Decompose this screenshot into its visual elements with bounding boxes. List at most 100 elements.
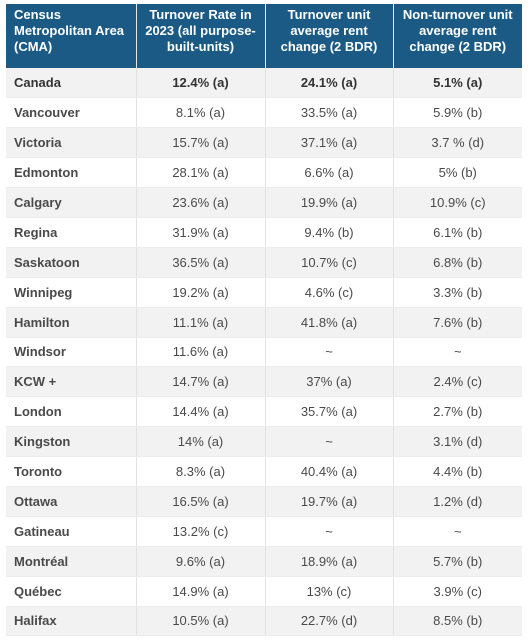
table-row: London 14.4% (a) 35.7% (a) 2.7% (b)	[6, 396, 522, 428]
cell-turnover-rate: 19.2% (a)	[136, 277, 266, 308]
table-row: Winnipeg 19.2% (a) 4.6% (c) 3.3% (b)	[6, 277, 522, 308]
cell-turnover-rent-change: 40.4% (a)	[265, 456, 394, 487]
cell-turnover-rent-change: 9.4% (b)	[265, 217, 394, 248]
cell-turnover-rent-change: 33.5% (a)	[265, 97, 394, 129]
column-header-turnover-rent-change: Turnover unit average rent change (2 BDR…	[265, 4, 394, 68]
cell-turnover-rent-change: 22.7% (d)	[265, 606, 394, 637]
table-body: Canada 12.4% (a) 24.1% (a) 5.1% (a) Vancouve…	[6, 68, 522, 637]
cell-non-turnover-rent-change: 6.8% (b)	[393, 247, 522, 278]
table-row: Edmonton 28.1% (a) 6.6% (a) 5% (b)	[6, 157, 522, 189]
cell-turnover-rate: 8.1% (a)	[136, 97, 266, 129]
cell-turnover-rent-change: 37.1% (a)	[265, 127, 394, 159]
header-row: Census Metropolitan Area (CMA) Turnover …	[6, 4, 522, 68]
column-header-turnover-rate: Turnover Rate in 2023 (all purpose-built…	[136, 4, 266, 68]
cell-non-turnover-rent-change: 5.7% (b)	[393, 546, 522, 577]
cell-non-turnover-rent-change: 5% (b)	[393, 157, 522, 189]
table-row: Canada 12.4% (a) 24.1% (a) 5.1% (a)	[6, 68, 522, 99]
cell-turnover-rate: 8.3% (a)	[136, 456, 266, 487]
cell-turnover-rent-change: 4.6% (c)	[265, 277, 394, 308]
table-row: Halifax 10.5% (a) 22.7% (d) 8.5% (b)	[6, 606, 522, 637]
cell-turnover-rent-change: ~	[265, 516, 394, 547]
cell-non-turnover-rent-change: ~	[393, 516, 522, 547]
cell-cma-name: Toronto	[6, 456, 137, 487]
cell-turnover-rate: 15.7% (a)	[136, 127, 266, 159]
cell-cma-name: Halifax	[6, 606, 137, 637]
column-header-cma: Census Metropolitan Area (CMA)	[6, 4, 137, 68]
table-row: Vancouver 8.1% (a) 33.5% (a) 5.9% (b)	[6, 97, 522, 129]
cell-cma-name: Canada	[6, 68, 137, 99]
cell-cma-name: Regina	[6, 217, 137, 248]
cell-non-turnover-rent-change: 6.1% (b)	[393, 217, 522, 248]
cell-turnover-rent-change: 18.9% (a)	[265, 546, 394, 577]
cell-non-turnover-rent-change: 8.5% (b)	[393, 606, 522, 637]
cell-non-turnover-rent-change: 2.4% (c)	[393, 366, 522, 398]
cell-cma-name: KCW +	[6, 366, 137, 398]
cell-cma-name: Hamilton	[6, 307, 137, 338]
cell-non-turnover-rent-change: 3.3% (b)	[393, 277, 522, 308]
cell-cma-name: Windsor	[6, 337, 137, 368]
cell-non-turnover-rent-change: 2.7% (b)	[393, 396, 522, 428]
cell-turnover-rate: 16.5% (a)	[136, 486, 266, 517]
cell-non-turnover-rent-change: 10.9% (c)	[393, 187, 522, 218]
cell-turnover-rate: 14.9% (a)	[136, 576, 266, 607]
cell-cma-name: Montréal	[6, 546, 137, 577]
table-row: Regina 31.9% (a) 9.4% (b) 6.1% (b)	[6, 217, 522, 248]
table-row: Hamilton 11.1% (a) 41.8% (a) 7.6% (b)	[6, 307, 522, 338]
cell-turnover-rent-change: 37% (a)	[265, 366, 394, 398]
cell-turnover-rate: 14.7% (a)	[136, 366, 266, 398]
cell-turnover-rent-change: 24.1% (a)	[265, 68, 394, 99]
cell-non-turnover-rent-change: 7.6% (b)	[393, 307, 522, 338]
rent-table-container: Census Metropolitan Area (CMA) Turnover …	[6, 4, 522, 637]
rent-change-table: Census Metropolitan Area (CMA) Turnover …	[6, 4, 522, 637]
cell-turnover-rate: 11.6% (a)	[136, 337, 266, 368]
cell-turnover-rate: 28.1% (a)	[136, 157, 266, 189]
cell-non-turnover-rent-change: 5.9% (b)	[393, 97, 522, 129]
cell-cma-name: Saskatoon	[6, 247, 137, 278]
cell-turnover-rate: 14.4% (a)	[136, 396, 266, 428]
cell-turnover-rent-change: 10.7% (c)	[265, 247, 394, 278]
cell-turnover-rate: 13.2% (c)	[136, 516, 266, 547]
cell-turnover-rent-change: ~	[265, 337, 394, 368]
cell-turnover-rent-change: 6.6% (a)	[265, 157, 394, 189]
cell-cma-name: Québec	[6, 576, 137, 607]
cell-non-turnover-rent-change: 3.7 % (d)	[393, 127, 522, 159]
table-row: Victoria 15.7% (a) 37.1% (a) 3.7 % (d)	[6, 127, 522, 159]
cell-non-turnover-rent-change: 4.4% (b)	[393, 456, 522, 487]
cell-turnover-rent-change: 19.7% (a)	[265, 486, 394, 517]
cell-cma-name: Calgary	[6, 187, 137, 218]
table-row: Toronto 8.3% (a) 40.4% (a) 4.4% (b)	[6, 456, 522, 487]
cell-cma-name: Kingston	[6, 426, 137, 458]
table-row: Québec 14.9% (a) 13% (c) 3.9% (c)	[6, 576, 522, 607]
cell-non-turnover-rent-change: 3.9% (c)	[393, 576, 522, 607]
table-row: Calgary 23.6% (a) 19.9% (a) 10.9% (c)	[6, 187, 522, 218]
cell-turnover-rate: 10.5% (a)	[136, 606, 266, 637]
cell-cma-name: Ottawa	[6, 486, 137, 517]
cell-turnover-rent-change: 13% (c)	[265, 576, 394, 607]
table-row: Montréal 9.6% (a) 18.9% (a) 5.7% (b)	[6, 546, 522, 577]
cell-turnover-rate: 23.6% (a)	[136, 187, 266, 218]
cell-non-turnover-rent-change: 5.1% (a)	[393, 68, 522, 99]
table-row: Windsor 11.6% (a) ~ ~	[6, 337, 522, 368]
table-row: Ottawa 16.5% (a) 19.7% (a) 1.2% (d)	[6, 486, 522, 517]
cell-turnover-rate: 9.6% (a)	[136, 546, 266, 577]
cell-cma-name: Edmonton	[6, 157, 137, 189]
cell-turnover-rate: 11.1% (a)	[136, 307, 266, 338]
cell-non-turnover-rent-change: 3.1% (d)	[393, 426, 522, 458]
cell-turnover-rate: 14% (a)	[136, 426, 266, 458]
table-row: Saskatoon 36.5% (a) 10.7% (c) 6.8% (b)	[6, 247, 522, 278]
table-header: Census Metropolitan Area (CMA) Turnover …	[6, 4, 522, 68]
cell-non-turnover-rent-change: 1.2% (d)	[393, 486, 522, 517]
cell-turnover-rent-change: 41.8% (a)	[265, 307, 394, 338]
cell-non-turnover-rent-change: ~	[393, 337, 522, 368]
cell-cma-name: Vancouver	[6, 97, 137, 129]
cell-cma-name: Victoria	[6, 127, 137, 159]
cell-turnover-rate: 12.4% (a)	[136, 68, 266, 99]
table-row: Kingston 14% (a) ~3.1% (d)	[6, 426, 522, 458]
cell-cma-name: London	[6, 396, 137, 428]
cell-turnover-rate: 31.9% (a)	[136, 217, 266, 248]
cell-cma-name: Gatineau	[6, 516, 137, 547]
cell-turnover-rent-change: 19.9% (a)	[265, 187, 394, 218]
table-row: KCW +14.7% (a) 37% (a) 2.4% (c)	[6, 366, 522, 398]
column-header-non-turnover-rent-change: Non-turnover unit average rent change (2…	[393, 4, 522, 68]
cell-turnover-rent-change: ~	[265, 426, 394, 458]
